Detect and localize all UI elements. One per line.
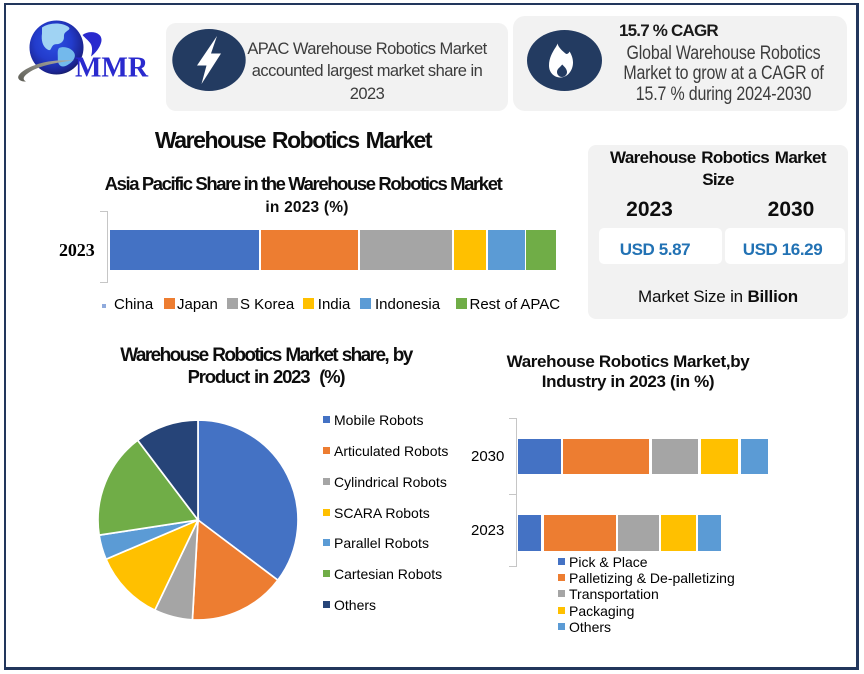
svg-text:MMR: MMR: [75, 53, 149, 84]
